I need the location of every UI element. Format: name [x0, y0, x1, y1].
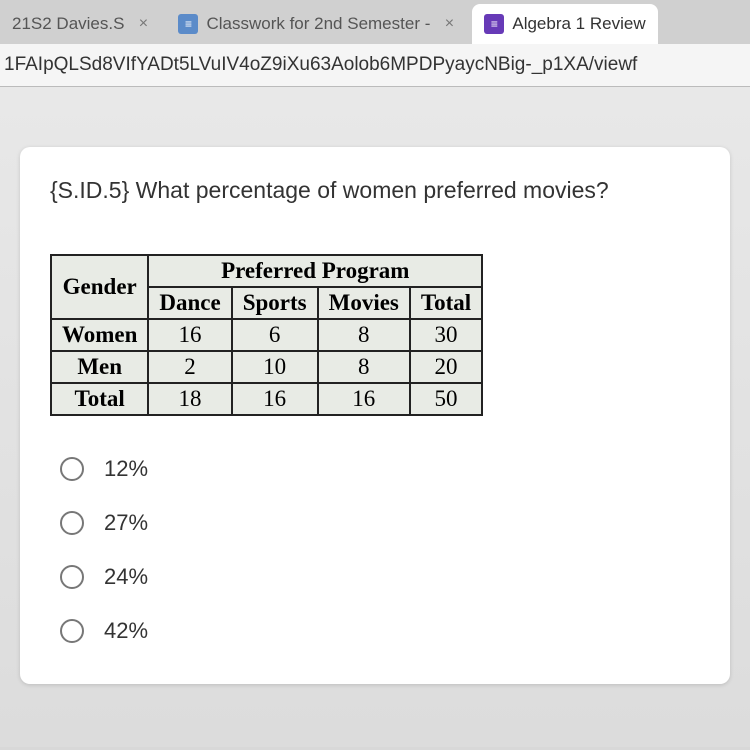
- cell: 18: [148, 383, 231, 415]
- table-row: Women 16 6 8 30: [51, 319, 482, 351]
- tab-algebra[interactable]: ≡ Algebra 1 Review: [472, 4, 657, 44]
- address-bar[interactable]: 1FAIpQLSd8VIfYADt5LVuIV4oZ9iXu63Aolob6MP…: [0, 44, 750, 87]
- cell: 8: [318, 351, 410, 383]
- cell: 16: [318, 383, 410, 415]
- cell: 16: [148, 319, 231, 351]
- col-total: Total: [410, 287, 482, 319]
- page-content: {S.ID.5} What percentage of women prefer…: [0, 87, 750, 747]
- col-sports: Sports: [232, 287, 318, 319]
- tab-label: Algebra 1 Review: [512, 14, 645, 34]
- option-label: 24%: [104, 564, 148, 590]
- option-42[interactable]: 42%: [60, 618, 700, 644]
- radio-icon[interactable]: [60, 565, 84, 589]
- cell: 8: [318, 319, 410, 351]
- table-row: Men 2 10 8 20: [51, 351, 482, 383]
- top-header: Preferred Program: [148, 255, 482, 287]
- data-table: Gender Preferred Program Dance Sports Mo…: [50, 254, 483, 416]
- row-header: Gender: [51, 255, 148, 319]
- url-text: 1FAIpQLSd8VIfYADt5LVuIV4oZ9iXu63Aolob6MP…: [0, 54, 750, 76]
- radio-icon[interactable]: [60, 511, 84, 535]
- tab-label: 21S2 Davies.S: [12, 14, 124, 34]
- browser-tabs: 21S2 Davies.S × ≡ Classwork for 2nd Seme…: [0, 0, 750, 44]
- cell: 50: [410, 383, 482, 415]
- cell: 30: [410, 319, 482, 351]
- cell: 20: [410, 351, 482, 383]
- col-dance: Dance: [148, 287, 231, 319]
- cell: 2: [148, 351, 231, 383]
- cell: 10: [232, 351, 318, 383]
- tab-label: Classwork for 2nd Semester -: [206, 14, 430, 34]
- table-row: Total 18 16 16 50: [51, 383, 482, 415]
- close-icon[interactable]: ×: [134, 15, 152, 33]
- radio-icon[interactable]: [60, 457, 84, 481]
- doc-icon: ≡: [178, 14, 198, 34]
- tab-davies[interactable]: 21S2 Davies.S ×: [0, 4, 164, 44]
- option-label: 27%: [104, 510, 148, 536]
- tab-classwork[interactable]: ≡ Classwork for 2nd Semester - ×: [166, 4, 470, 44]
- option-label: 12%: [104, 456, 148, 482]
- answer-options: 12% 27% 24% 42%: [50, 456, 700, 644]
- cell: 6: [232, 319, 318, 351]
- form-icon: ≡: [484, 14, 504, 34]
- question-text: {S.ID.5} What percentage of women prefer…: [50, 177, 700, 204]
- option-12[interactable]: 12%: [60, 456, 700, 482]
- cell: 16: [232, 383, 318, 415]
- close-icon[interactable]: ×: [440, 15, 458, 33]
- option-label: 42%: [104, 618, 148, 644]
- row-total: Total: [51, 383, 148, 415]
- row-women: Women: [51, 319, 148, 351]
- col-movies: Movies: [318, 287, 410, 319]
- radio-icon[interactable]: [60, 619, 84, 643]
- row-men: Men: [51, 351, 148, 383]
- option-27[interactable]: 27%: [60, 510, 700, 536]
- option-24[interactable]: 24%: [60, 564, 700, 590]
- question-card: {S.ID.5} What percentage of women prefer…: [20, 147, 730, 684]
